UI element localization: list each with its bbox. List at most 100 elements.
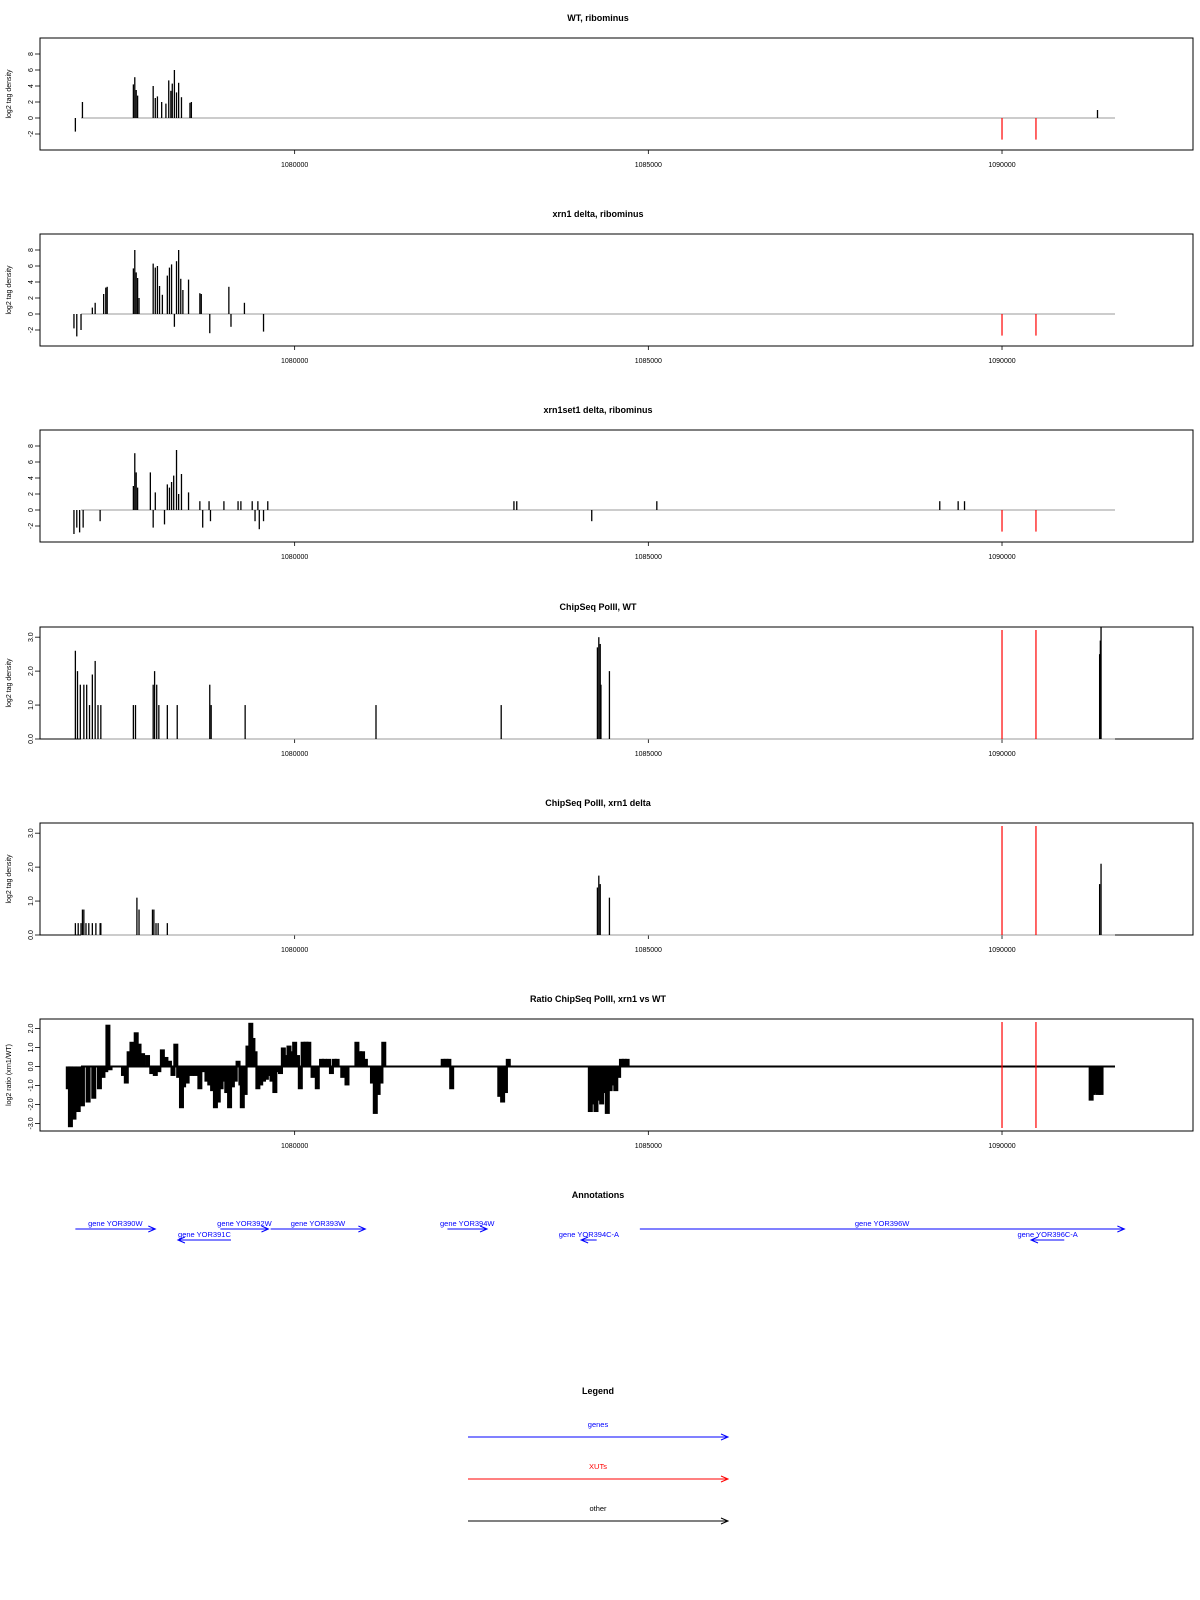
data-bar bbox=[126, 1051, 132, 1067]
y-tick-label: -2.0 bbox=[28, 1098, 35, 1110]
data-bar bbox=[624, 1058, 630, 1067]
data-bar bbox=[181, 1066, 187, 1088]
y-tick-label: 8 bbox=[28, 248, 35, 252]
data-bar bbox=[133, 1032, 139, 1067]
gene-label: gene YOR394C-A bbox=[559, 1230, 619, 1239]
data-bar bbox=[266, 1066, 272, 1076]
data-bar bbox=[204, 1066, 210, 1082]
data-bar bbox=[227, 1066, 233, 1109]
data-bar bbox=[67, 1066, 73, 1128]
y-tick-label: -2 bbox=[28, 131, 35, 137]
y-tick-label: 0 bbox=[28, 312, 35, 316]
legend-label: XUTs bbox=[589, 1462, 607, 1471]
gene-arrow-head bbox=[1029, 1236, 1039, 1244]
data-bar bbox=[354, 1041, 360, 1067]
data-bar bbox=[621, 1058, 627, 1067]
chart-title: ChipSeq PolII, xrn1 delta bbox=[545, 798, 652, 808]
data-bar bbox=[221, 1066, 227, 1082]
chart-panel-1: WT, ribominus -2 0 2 4 6 8 log2 tag density 1080… bbox=[6, 13, 1194, 169]
gene-annotation: gene YOR394C-A bbox=[559, 1230, 619, 1244]
data-bar bbox=[618, 1058, 624, 1067]
data-bar bbox=[344, 1066, 350, 1086]
y-tick-label: 8 bbox=[28, 52, 35, 56]
annotations-panel: Annotations gene YOR390W gene YOR391C gene … bbox=[75, 1190, 1126, 1244]
data-bar bbox=[297, 1066, 303, 1090]
x-tick-label: 1085000 bbox=[635, 162, 662, 169]
data-bar bbox=[306, 1041, 312, 1067]
y-tick-label: 2 bbox=[28, 100, 35, 104]
data-bar bbox=[381, 1041, 387, 1067]
x-tick-label: 1085000 bbox=[635, 751, 662, 758]
y-tick-label: 6 bbox=[28, 460, 35, 464]
data-bar bbox=[601, 1066, 607, 1094]
data-bar bbox=[184, 1066, 190, 1084]
data-bar bbox=[362, 1058, 368, 1067]
legend-label: genes bbox=[588, 1420, 609, 1429]
gene-annotation: gene YOR396W bbox=[639, 1219, 1126, 1233]
x-tick-label: 1080000 bbox=[281, 358, 308, 365]
data-bar bbox=[590, 1066, 596, 1105]
data-bar bbox=[500, 1066, 506, 1103]
data-bar bbox=[340, 1066, 346, 1078]
data-bar bbox=[239, 1066, 245, 1109]
gene-label: gene YOR396W bbox=[855, 1219, 910, 1228]
y-axis-label: log2 tag density bbox=[6, 854, 13, 904]
data-bar bbox=[443, 1058, 449, 1067]
x-tick-label: 1085000 bbox=[635, 554, 662, 561]
data-bar bbox=[378, 1066, 384, 1084]
legend-arrow-head bbox=[720, 1433, 730, 1441]
plot-frame bbox=[39, 626, 1194, 740]
x-tick-label: 1090000 bbox=[988, 947, 1015, 954]
data-bar bbox=[145, 1055, 151, 1067]
x-tick-label: 1090000 bbox=[988, 162, 1015, 169]
y-tick-label: 4 bbox=[28, 476, 35, 480]
y-tick-label: 2.0 bbox=[28, 1024, 35, 1034]
x-tick-label: 1080000 bbox=[281, 947, 308, 954]
data-bar bbox=[255, 1066, 261, 1090]
gene-arrow-head bbox=[1117, 1225, 1126, 1233]
x-tick-label: 1080000 bbox=[281, 751, 308, 758]
y-axis-label: log2 ratio (xrn1/WT) bbox=[6, 1044, 13, 1106]
data-bar bbox=[314, 1066, 320, 1090]
data-bar bbox=[1098, 1066, 1104, 1095]
data-bar bbox=[269, 1066, 275, 1082]
data-bar bbox=[294, 1055, 300, 1067]
data-bar bbox=[105, 1024, 111, 1067]
y-tick-label: -1.0 bbox=[28, 1079, 35, 1091]
data-bar bbox=[303, 1041, 309, 1067]
data-bar bbox=[272, 1066, 278, 1094]
gene-arrow-head bbox=[176, 1236, 186, 1244]
data-bar bbox=[357, 1051, 363, 1067]
data-bar bbox=[292, 1041, 298, 1067]
data-bar bbox=[170, 1066, 176, 1076]
legend-item: other bbox=[468, 1504, 730, 1525]
x-tick-label: 1085000 bbox=[635, 1143, 662, 1150]
data-bar bbox=[334, 1058, 340, 1067]
data-bar bbox=[149, 1066, 155, 1075]
data-bar bbox=[505, 1058, 511, 1067]
gene-label: gene YOR391C bbox=[178, 1230, 231, 1239]
y-tick-label: 4 bbox=[28, 84, 35, 88]
gene-arrow-head bbox=[479, 1225, 489, 1233]
data-bar bbox=[120, 1066, 126, 1076]
data-bar bbox=[369, 1066, 375, 1084]
data-bar bbox=[173, 1043, 179, 1067]
data-bar bbox=[587, 1066, 593, 1113]
y-tick-label: 1.0 bbox=[28, 1043, 35, 1053]
data-bar bbox=[79, 1066, 85, 1107]
y-tick-label: -2 bbox=[28, 327, 35, 333]
data-bar bbox=[375, 1066, 381, 1095]
data-bar bbox=[372, 1066, 378, 1114]
data-bar bbox=[278, 1066, 284, 1075]
legend-arrow-head bbox=[720, 1517, 730, 1525]
data-bar bbox=[245, 1045, 251, 1067]
data-bar bbox=[289, 1051, 295, 1067]
data-bar bbox=[446, 1058, 452, 1067]
x-tick-label: 1080000 bbox=[281, 554, 308, 561]
y-tick-label: 2.0 bbox=[28, 666, 35, 676]
data-bar bbox=[163, 1056, 169, 1067]
data-bar bbox=[85, 1066, 91, 1103]
y-axis-label: log2 tag density bbox=[6, 265, 13, 315]
x-tick-label: 1085000 bbox=[635, 947, 662, 954]
y-tick-label: 0.0 bbox=[28, 1061, 35, 1071]
